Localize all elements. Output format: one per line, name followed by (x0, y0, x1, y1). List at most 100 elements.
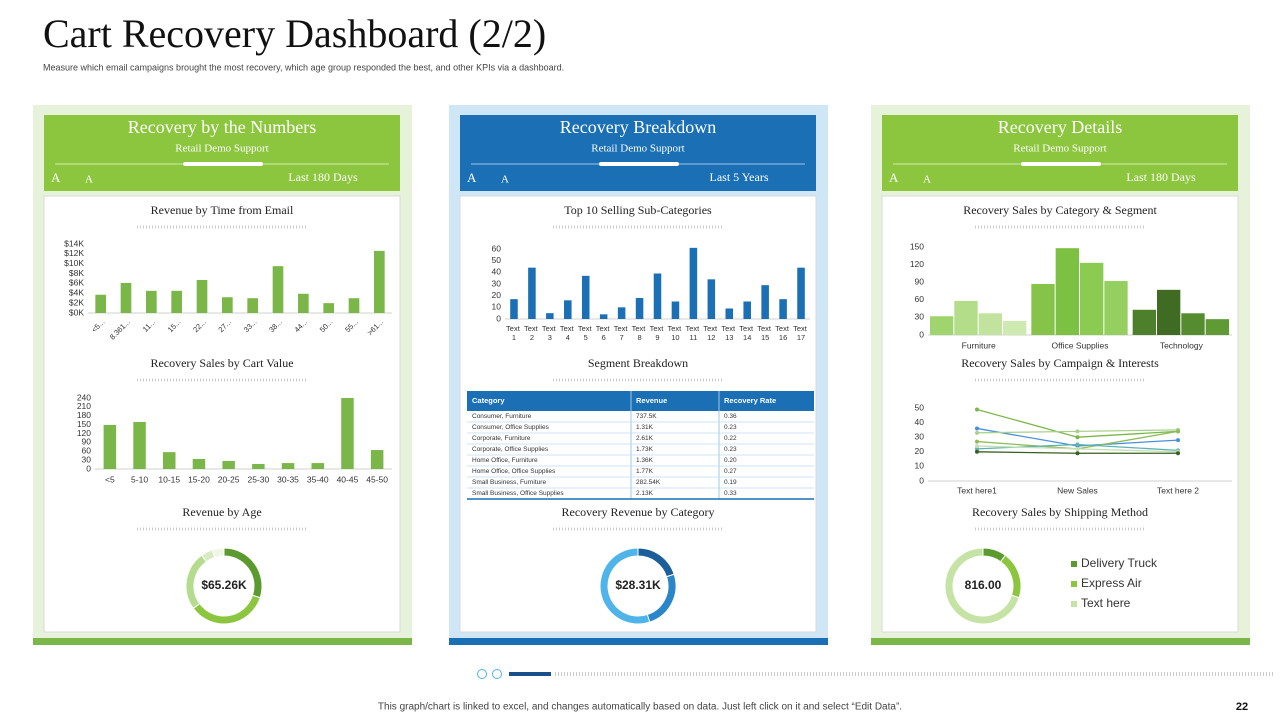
bar (133, 421, 146, 469)
x-tick-label: Text here1 (957, 485, 997, 495)
line-point (975, 446, 979, 451)
y-tick-label: $8K (69, 268, 84, 278)
table-cell: 1.73K (636, 446, 654, 453)
y-tick-label: 120 (77, 428, 91, 438)
x-tick-label: 30-35 (277, 474, 299, 484)
bar (978, 313, 1002, 335)
y-tick-label: 30 (82, 454, 92, 464)
y-tick-label: $0K (69, 307, 84, 317)
bar (1132, 309, 1156, 335)
x-tick-label: Text 17 (793, 324, 809, 342)
y-tick-label: 50 (915, 402, 925, 412)
x-tick-label: 20-25 (218, 474, 240, 484)
bar (581, 275, 590, 319)
bar (1080, 262, 1104, 335)
legend-swatch (1071, 561, 1077, 567)
bar (272, 266, 284, 313)
bar (617, 307, 626, 319)
legend-swatch (1071, 601, 1077, 607)
line-point (975, 407, 979, 412)
x-tick-label: Text 12 (703, 324, 719, 342)
x-tick-label: 10-15 (158, 474, 180, 484)
x-tick-label: Text 3 (542, 324, 558, 342)
line-point (1075, 429, 1080, 434)
bar (1104, 281, 1128, 335)
table-cell: 2.13K (636, 490, 654, 497)
bar (171, 290, 182, 313)
table-cell: 0.22 (724, 435, 737, 442)
bar (247, 298, 258, 313)
x-tick-label: Text 4 (560, 324, 576, 342)
y-tick-label: 10 (492, 302, 502, 312)
y-tick-label: 0 (496, 313, 501, 323)
y-tick-label: 60 (915, 294, 925, 304)
y-tick-label: 150 (910, 241, 924, 251)
y-tick-label: 30 (915, 312, 925, 322)
bar (1031, 283, 1055, 335)
font-icon: A (467, 170, 477, 185)
table-cell: 737.5K (636, 413, 657, 420)
bar (954, 300, 978, 335)
bar (146, 290, 157, 313)
x-tick-label: Text 11 (685, 324, 701, 342)
y-tick-label: 240 (77, 392, 91, 402)
x-tick-label: Technology (1160, 340, 1204, 350)
bar (797, 267, 805, 319)
y-tick-label: 180 (77, 410, 91, 420)
table-cell: 0.20 (724, 457, 737, 464)
y-tick-label: 150 (77, 419, 91, 429)
y-tick-label: 20 (492, 290, 502, 300)
y-tick-label: 0 (919, 329, 924, 339)
donut-center-label: 816.00 (965, 578, 1002, 592)
panel-subtitle: Retail Demo Support (175, 143, 269, 155)
bar (370, 450, 384, 469)
bar (196, 279, 208, 313)
table-cell: 1.36K (636, 457, 654, 464)
y-tick-label: 30 (492, 278, 502, 288)
y-tick-label: 210 (77, 401, 91, 411)
bar (930, 316, 954, 335)
table-cell: Corporate, Furniture (472, 435, 531, 442)
bar (743, 301, 751, 319)
line-point (975, 449, 979, 454)
chart-title: Recovery Sales by Category & Segment (963, 203, 1157, 217)
bar (281, 463, 295, 469)
y-tick-label: 60 (82, 446, 92, 456)
bar (653, 273, 662, 319)
y-tick-label: $12K (64, 248, 84, 258)
table-cell: Small Business, Office Supplies (472, 490, 564, 497)
y-tick-label: $4K (69, 288, 84, 298)
x-tick-label: Furniture (962, 340, 996, 350)
bar (1205, 319, 1229, 335)
bar (779, 299, 787, 319)
chart-title: Recovery Sales by Shipping Method (972, 505, 1148, 519)
bar (510, 299, 518, 319)
x-tick-label: Text 2 (524, 324, 540, 342)
legend-label: Express Air (1081, 576, 1142, 590)
font-icon: A (889, 170, 899, 185)
x-tick-label: 25-30 (247, 474, 269, 484)
panel-bottom-strip (449, 638, 828, 645)
bar (323, 303, 334, 313)
font-icon: A (501, 174, 509, 186)
table-cell: Consumer, Office Supplies (472, 424, 550, 431)
font-icon: A (85, 174, 93, 186)
panel-title: Recovery by the Numbers (128, 117, 316, 137)
panel-bottom-strip (33, 638, 412, 645)
y-tick-label: 90 (82, 437, 92, 447)
font-icon: A (51, 170, 61, 185)
panel-header (882, 115, 1238, 191)
line-point (1075, 442, 1080, 447)
y-tick-label: 40 (492, 267, 502, 277)
bar (120, 282, 132, 313)
panel-header (460, 115, 816, 191)
chart-title: Revenue by Age (182, 505, 261, 519)
table-cell: Home Office, Office Supplies (472, 468, 556, 475)
y-tick-label: $14K (64, 238, 84, 248)
panel-title: Recovery Breakdown (560, 117, 716, 137)
donut-center-label: $65.26K (201, 578, 247, 592)
bar (1157, 289, 1181, 335)
bar (528, 267, 536, 319)
line-point (975, 443, 979, 448)
